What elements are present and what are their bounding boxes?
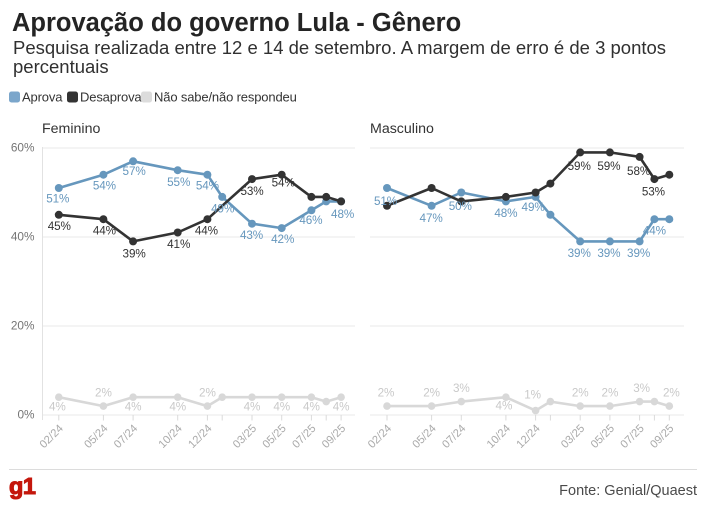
svg-text:48%: 48% [494, 207, 517, 220]
svg-text:50%: 50% [449, 200, 472, 213]
svg-text:4%: 4% [303, 401, 320, 414]
svg-text:3%: 3% [633, 382, 650, 395]
svg-text:2%: 2% [423, 387, 440, 400]
svg-text:44%: 44% [195, 225, 218, 238]
svg-text:g1: g1 [9, 473, 36, 499]
svg-text:2%: 2% [95, 387, 112, 400]
svg-text:54%: 54% [196, 180, 219, 193]
svg-text:42%: 42% [271, 233, 294, 246]
svg-text:39%: 39% [597, 247, 620, 260]
svg-text:Não sabe/não respondeu: Não sabe/não respondeu [154, 90, 297, 105]
svg-text:59%: 59% [597, 160, 620, 173]
svg-text:55%: 55% [167, 176, 190, 189]
svg-text:41%: 41% [167, 238, 190, 251]
svg-text:4%: 4% [125, 401, 142, 414]
svg-text:44%: 44% [93, 225, 116, 238]
svg-text:2%: 2% [199, 387, 216, 400]
svg-text:Fonte: Genial/Quaest: Fonte: Genial/Quaest [559, 483, 697, 499]
svg-text:Feminino: Feminino [42, 121, 100, 137]
svg-text:2%: 2% [663, 387, 680, 400]
svg-text:43%: 43% [240, 229, 263, 242]
svg-text:47%: 47% [420, 212, 443, 225]
svg-text:57%: 57% [123, 165, 146, 178]
svg-text:45%: 45% [48, 220, 71, 233]
svg-text:46%: 46% [299, 214, 322, 227]
svg-text:Aprovação do governo Lula - Gê: Aprovação do governo Lula - Gênero [12, 9, 461, 37]
svg-text:4%: 4% [273, 401, 290, 414]
svg-text:49%: 49% [522, 201, 545, 214]
svg-text:Desaprova: Desaprova [80, 90, 142, 105]
svg-text:3%: 3% [453, 382, 470, 395]
svg-text:4%: 4% [49, 401, 66, 414]
svg-text:0%: 0% [17, 408, 35, 422]
svg-text:percentuais: percentuais [13, 56, 109, 77]
svg-text:60%: 60% [11, 141, 35, 155]
svg-text:4%: 4% [333, 401, 350, 414]
svg-text:51%: 51% [46, 193, 69, 206]
svg-text:20%: 20% [11, 319, 35, 333]
svg-text:4%: 4% [169, 401, 186, 414]
svg-text:49%: 49% [211, 202, 234, 215]
svg-text:1%: 1% [524, 389, 541, 402]
svg-text:39%: 39% [568, 247, 591, 260]
svg-text:48%: 48% [331, 208, 354, 221]
svg-text:2%: 2% [378, 387, 395, 400]
svg-text:4%: 4% [496, 400, 513, 413]
svg-text:44%: 44% [643, 225, 666, 238]
svg-text:Masculino: Masculino [370, 121, 434, 137]
svg-text:Aprova: Aprova [22, 90, 63, 105]
svg-text:54%: 54% [93, 180, 116, 193]
svg-text:2%: 2% [602, 387, 619, 400]
svg-text:4%: 4% [244, 401, 261, 414]
svg-text:40%: 40% [11, 230, 35, 244]
svg-text:51%: 51% [374, 195, 397, 208]
svg-text:54%: 54% [272, 177, 295, 190]
svg-text:53%: 53% [642, 186, 665, 199]
svg-text:58%: 58% [627, 165, 650, 178]
svg-text:Pesquisa realizada entre 12 e: Pesquisa realizada entre 12 e 14 de sete… [13, 37, 666, 58]
svg-text:2%: 2% [572, 387, 589, 400]
svg-text:59%: 59% [568, 160, 591, 173]
svg-text:53%: 53% [240, 185, 263, 198]
svg-text:39%: 39% [123, 247, 146, 260]
svg-text:39%: 39% [627, 247, 650, 260]
